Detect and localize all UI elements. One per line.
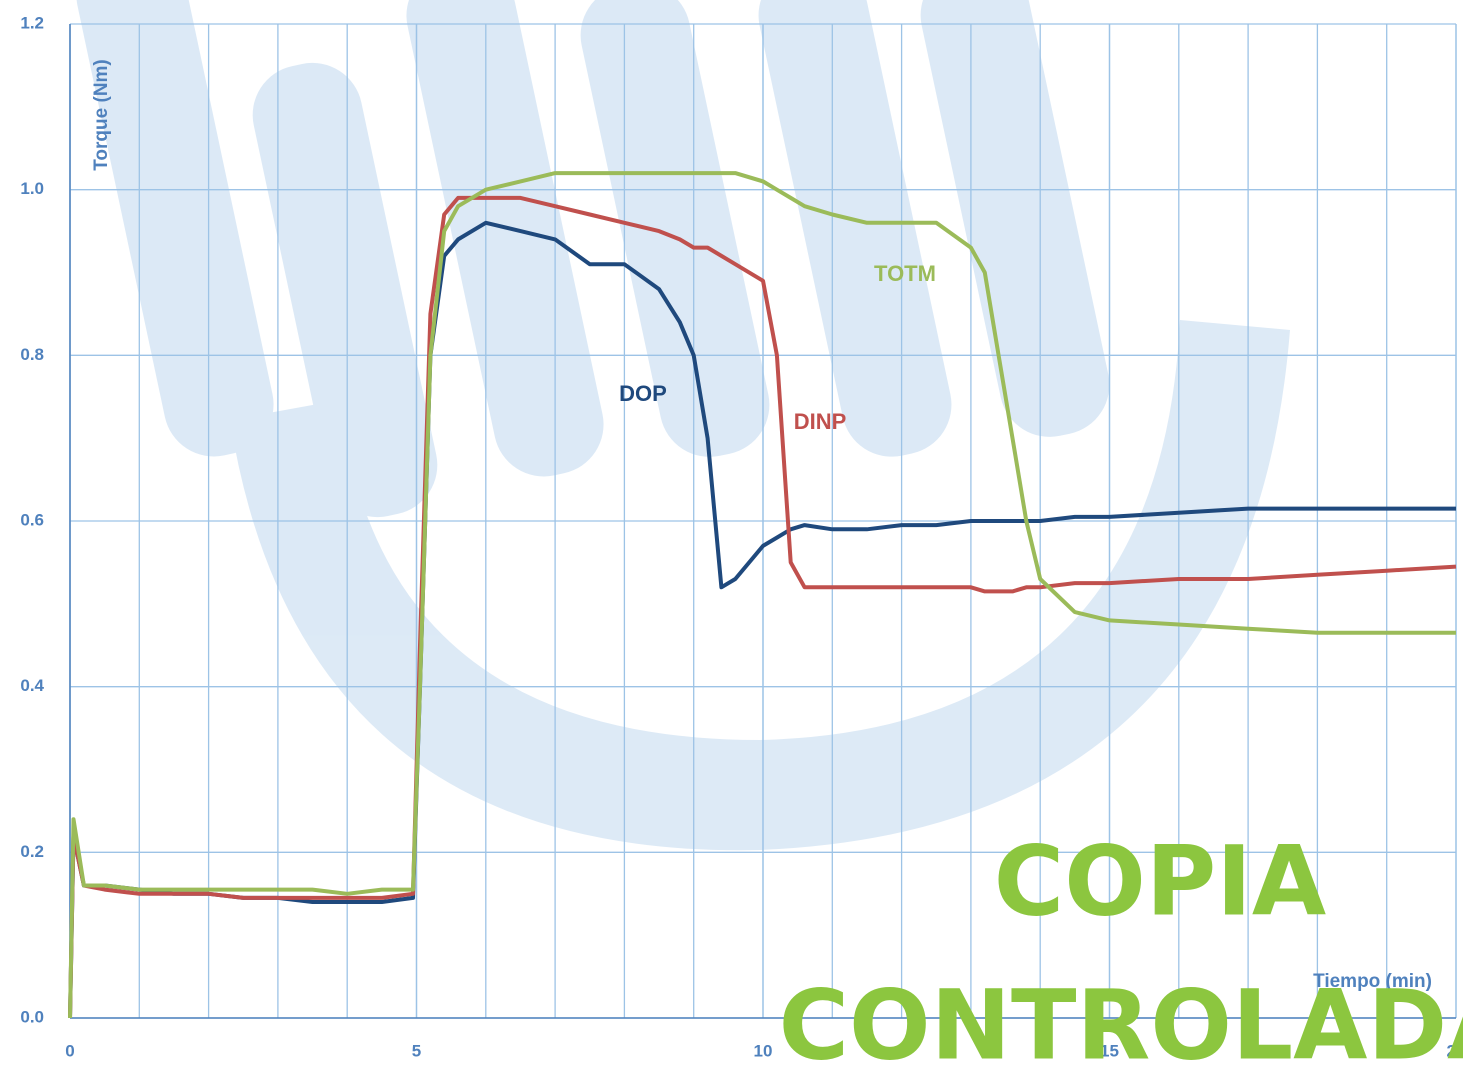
- watermark: CONTROLADA: [779, 969, 1463, 1070]
- series-label: TOTM: [874, 261, 936, 286]
- x-tick-label: 15: [1100, 1041, 1119, 1060]
- y-tick-label: 1.0: [20, 179, 44, 198]
- series-label: DINP: [794, 409, 847, 434]
- y-tick-label: 0.4: [20, 676, 44, 695]
- y-tick-label: 0.8: [20, 345, 44, 364]
- x-tick-label: 10: [754, 1041, 773, 1060]
- y-tick-label: 0.2: [20, 842, 44, 861]
- x-tick-label: 5: [412, 1041, 421, 1060]
- watermark: COPIA: [994, 825, 1326, 937]
- series-line: [68, 171, 1456, 1019]
- y-tick-label: 0.6: [20, 510, 44, 529]
- y-tick-label: 1.2: [20, 13, 44, 32]
- x-axis-title: Tiempo (min): [1313, 971, 1432, 992]
- y-tick-label: 0.0: [20, 1007, 44, 1026]
- series-line: [68, 195, 1457, 1019]
- y-axis-title: Torque (Nm): [91, 59, 112, 171]
- x-tick-label: 20: [1447, 1041, 1463, 1060]
- series-label: DOP: [619, 381, 667, 406]
- x-tick-label: 0: [65, 1041, 74, 1060]
- background-logo: [76, 0, 1290, 851]
